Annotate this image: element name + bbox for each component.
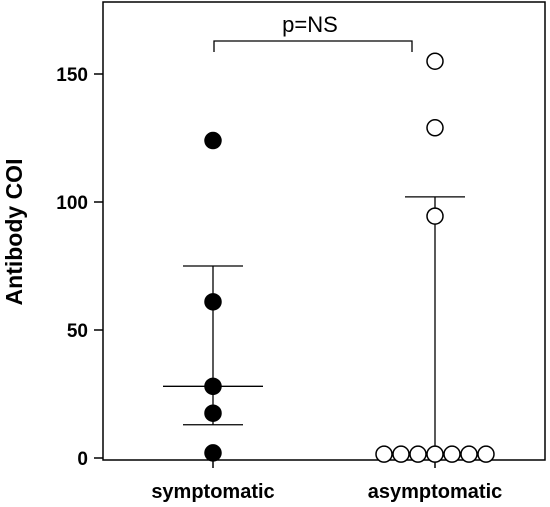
y-axis: 0 50 100 150 xyxy=(56,65,103,470)
bracket-line xyxy=(213,40,413,52)
p-value-annotation: p=NS xyxy=(282,12,338,37)
data-point xyxy=(426,119,444,137)
y-axis-label: Antibody COI xyxy=(1,159,27,306)
plot-frame xyxy=(102,1,546,461)
data-point xyxy=(426,52,444,70)
data-point xyxy=(426,207,444,225)
x-tick-label-symptomatic: symptomatic xyxy=(151,481,274,503)
data-series xyxy=(163,52,495,463)
data-point xyxy=(204,293,222,311)
y-tick-label-50: 50 xyxy=(67,321,88,342)
data-point xyxy=(460,445,478,463)
significance-bracket: p=NS xyxy=(213,12,413,52)
data-point xyxy=(204,444,222,462)
data-point xyxy=(477,445,495,463)
y-tick-label-100: 100 xyxy=(56,193,88,214)
data-point xyxy=(204,404,222,422)
series-symptomatic xyxy=(163,131,263,462)
data-point xyxy=(204,377,222,396)
data-point xyxy=(204,131,222,150)
data-point xyxy=(409,445,427,463)
data-point xyxy=(375,445,393,463)
data-point xyxy=(426,445,444,463)
x-axis: symptomatic asymptomatic xyxy=(151,460,502,503)
y-tick-label-0: 0 xyxy=(77,449,88,470)
data-point xyxy=(392,445,410,463)
x-tick-label-asymptomatic: asymptomatic xyxy=(368,481,503,503)
data-point xyxy=(443,445,461,463)
y-tick-label-150: 150 xyxy=(56,65,88,86)
series-asymptomatic xyxy=(375,52,495,463)
